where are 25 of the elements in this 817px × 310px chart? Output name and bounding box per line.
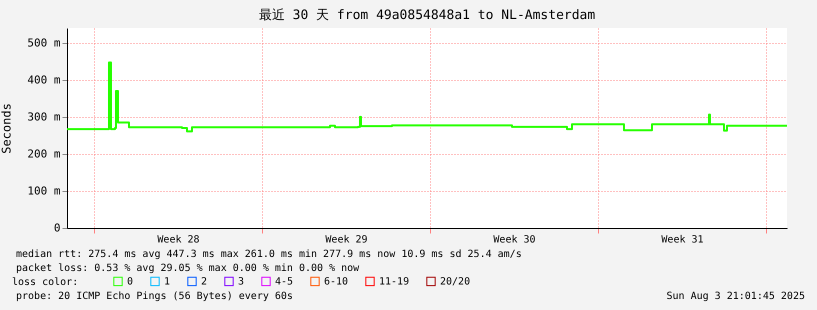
legend-label: 0 — [127, 276, 134, 288]
y-tick-label: 500 m — [27, 36, 61, 50]
legend-label: 4-5 — [275, 276, 294, 288]
legend-label: 20/20 — [440, 276, 470, 288]
legend-title: loss color: — [12, 277, 78, 288]
legend-label: 1 — [164, 276, 170, 288]
text: Sun Aug 3 21:01:45 2025 — [666, 291, 805, 302]
legend-label: 11-19 — [379, 276, 410, 288]
y-tick-label: 100 m — [27, 184, 61, 198]
x-tick-label: Week 30 — [493, 234, 536, 246]
y-axis-title: Seconds — [0, 103, 14, 154]
y-tick-label: 0 — [54, 222, 60, 234]
text: packet loss: 0.53 % avg 29.05 % max 0.00 % min 0.00 % now — [16, 263, 360, 274]
text: probe: 20 ICMP Echo Pings (56 Bytes) every 60s — [16, 291, 293, 302]
x-tick-label: Week 29 — [325, 234, 368, 246]
legend-label: 2 — [201, 276, 208, 288]
y-tick-label: 400 m — [27, 73, 61, 86]
x-tick-label: Week 31 — [661, 234, 704, 246]
y-tick-label: 300 m — [27, 110, 61, 124]
chart-title: 最近 30 天 from 49a0854848a1 to NL-Amsterdam — [258, 8, 596, 23]
x-tick-label: Week 28 — [157, 234, 200, 246]
y-tick-label: 200 m — [27, 147, 61, 160]
text: median rtt: 275.4 ms avg 447.3 ms max 261.0 ms min 277.9 ms now 10.9 ms sd 25.4 am/s — [16, 249, 522, 260]
legend-label: 3 — [238, 276, 244, 288]
legend-label: 6-10 — [324, 276, 348, 288]
